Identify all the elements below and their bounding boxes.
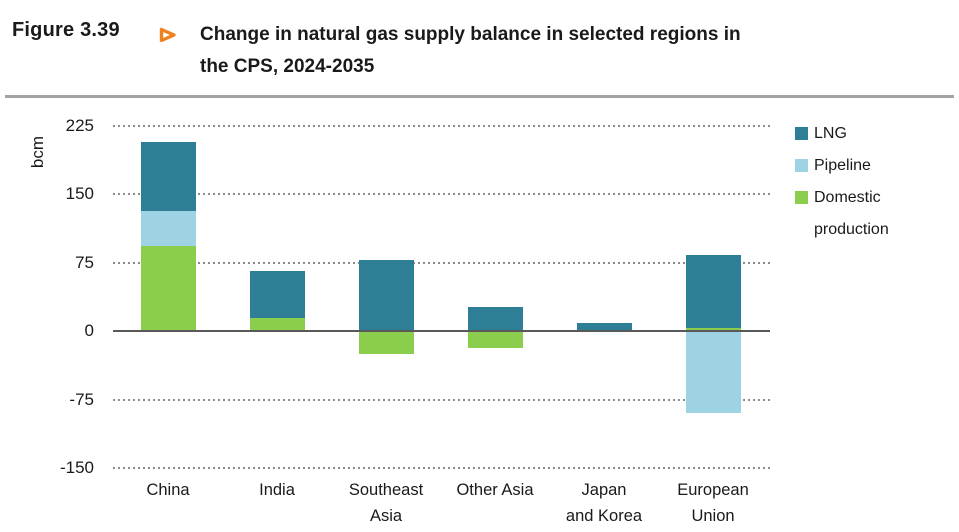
legend-item-domestic-production: Domestic production [795,182,955,246]
x-tick-label-line: European [677,481,749,499]
bar-segment-domestic-production-other-asia [467,331,523,348]
x-tick-label-line: and Korea [565,507,643,525]
gridline-150 [113,193,770,196]
chart-legend: LNG Pipeline Domestic production [795,118,955,246]
x-tick-label-india: India [212,477,342,503]
bar-segment-lng-japan-and-korea [576,322,632,332]
bar-segment-lng-china [140,142,196,211]
bar-segment-lng-india [249,271,305,318]
legend-item-pipeline: Pipeline [795,150,955,182]
bar-segment-pipeline-china [140,210,196,247]
gridline-75 [113,261,770,264]
pipeline-color-swatch [795,159,808,172]
figure-title-line1: Change in natural gas supply balance in … [200,24,741,45]
x-tick-label-line: India [259,481,295,499]
x-tick-label-line: Japan [581,481,627,499]
domestic-production-color-swatch [795,191,808,204]
x-tick-label-china: China [103,477,233,503]
legend-label-domestic-production: Domestic production [814,189,889,238]
figure-title-line2: the CPS, 2024-2035 [200,56,375,77]
x-tick-label-line: Asia [369,507,403,525]
bar-segment-domestic-production-southeast-asia [358,331,414,354]
legend-label-lng: LNG [814,125,847,142]
bar-segment-lng-other-asia [467,306,523,332]
header-divider [5,95,954,98]
x-tick-label-southeast-asia: Southeast Asia [321,477,451,529]
figure-marker-icon [159,27,177,48]
x-tick-label-line: Other Asia [456,481,534,499]
y-tick-label--75: -75 [69,389,94,409]
x-tick-label-line: China [146,481,190,499]
bar-segment-domestic-production-india [249,317,305,332]
y-tick-label-225: 225 [65,116,94,135]
zero-axis-line [113,330,770,333]
figure-label: Figure 3.39 [12,19,120,41]
bar-segment-domestic-production-european-union [685,327,741,332]
x-tick-label-japan-and-korea: Japan and Korea [539,477,669,529]
y-tick-label-0: 0 [84,321,94,341]
plot-area [113,125,770,469]
x-tick-label-line: Southeast [348,481,424,499]
bar-segment-domestic-production-china [140,246,196,332]
y-tick-label-150: 150 [65,184,94,204]
legend-item-lng: LNG [795,118,955,150]
x-tick-label-european-union: European Union [648,477,778,529]
y-tick-label-75: 75 [75,252,94,272]
gridline-225 [113,125,770,127]
figure-title: Change in natural gas supply balance in … [200,19,741,83]
y-tick-label--150: -150 [59,458,94,477]
bar-segment-lng-southeast-asia [358,260,414,332]
x-tick-label-other-asia: Other Asia [430,477,560,503]
x-tick-label-line: Union [691,507,735,525]
lng-color-swatch [795,127,808,140]
bar-segment-lng-european-union [685,254,741,328]
bar-segment-pipeline-european-union [685,331,741,414]
legend-label-pipeline: Pipeline [814,157,871,174]
gridline--75 [113,398,770,401]
gridline--150 [113,467,770,469]
